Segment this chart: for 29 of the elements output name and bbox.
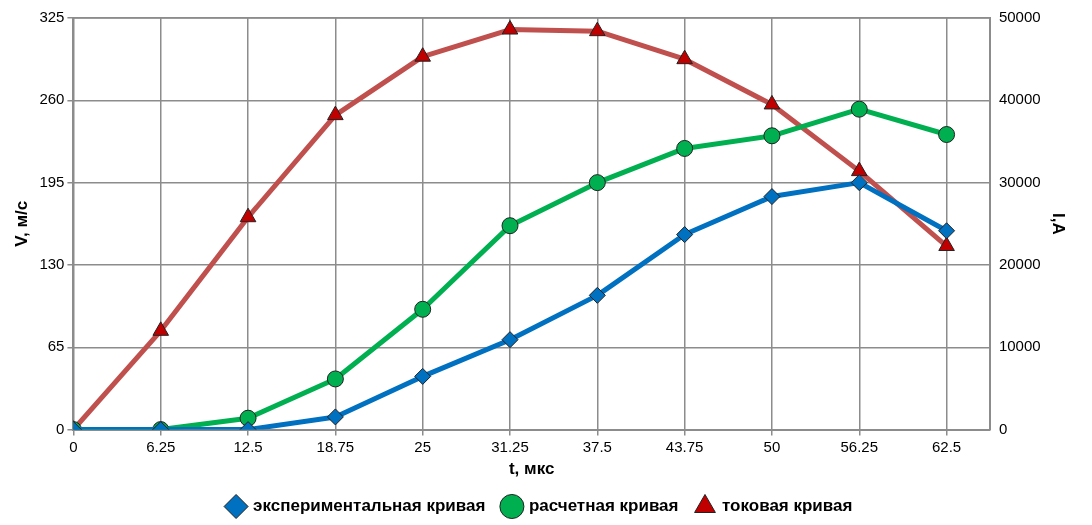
y-tick-label: 65 <box>47 337 65 355</box>
y-tick-label: 195 <box>39 172 65 190</box>
x-tick-label: 18.75 <box>316 437 355 455</box>
x-tick-label: 31.25 <box>491 437 529 455</box>
x-tick-label: 25 <box>414 437 432 455</box>
y2-tick-label: 20000 <box>998 255 1041 273</box>
y2-axis-title: I,A <box>1049 212 1069 235</box>
x-tick-label: 56.25 <box>840 437 879 455</box>
x-tick-label: 43.75 <box>665 437 704 455</box>
y2-tick-label: 40000 <box>998 90 1041 108</box>
y2-tick-label: 0 <box>998 419 1008 437</box>
x-axis-title: t, мкс <box>508 459 555 479</box>
x-tick-label: 62.5 <box>931 437 962 455</box>
legend-label: расчетная кривая <box>528 496 679 516</box>
y-tick-label: 0 <box>56 419 65 437</box>
x-tick-label: 12.5 <box>233 437 263 455</box>
y-axis-title: V, м/с <box>11 200 31 247</box>
y2-tick-label: 50000 <box>998 8 1041 26</box>
legend-label: токовая кривая <box>721 496 853 516</box>
x-tick-label: 37.5 <box>582 437 612 455</box>
x-tick-label: 6.25 <box>146 437 176 455</box>
y-tick-label: 260 <box>39 90 65 108</box>
y-tick-label: 325 <box>39 8 65 26</box>
y-tick-label: 130 <box>39 255 65 273</box>
legend-label: экспериментальная кривая <box>253 496 486 516</box>
y2-tick-label: 30000 <box>998 172 1041 190</box>
x-tick-label: 0 <box>69 437 78 455</box>
x-tick-label: 50 <box>763 437 781 455</box>
y2-tick-label: 10000 <box>998 337 1041 355</box>
